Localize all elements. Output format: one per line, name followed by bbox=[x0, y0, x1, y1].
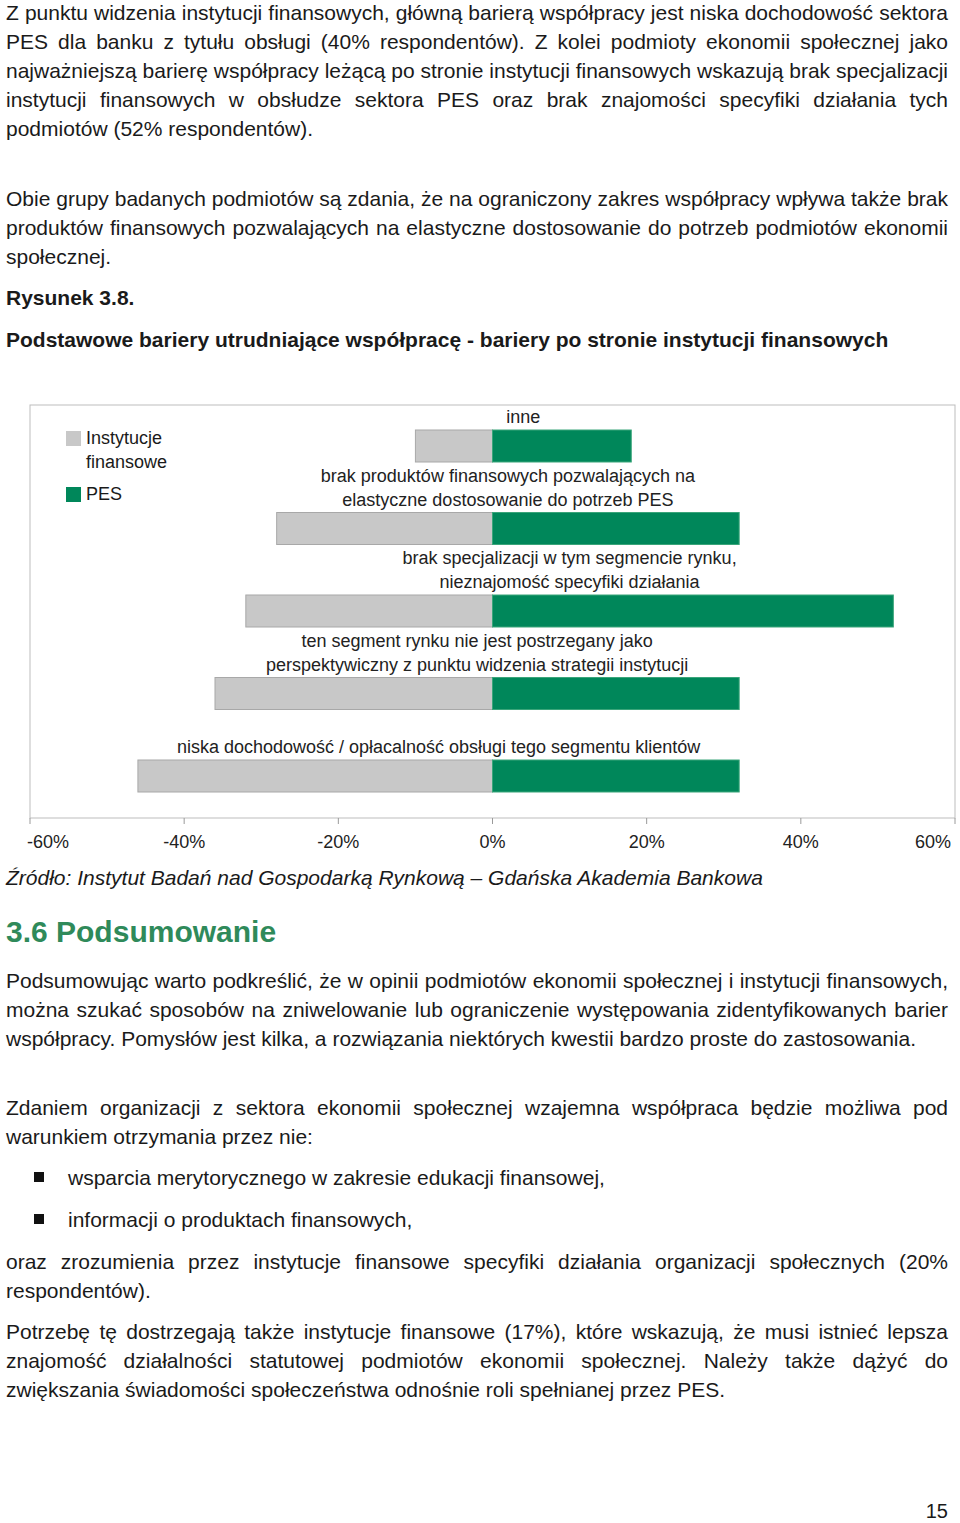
bar bbox=[246, 595, 493, 627]
bar bbox=[493, 760, 740, 792]
bar bbox=[493, 430, 632, 462]
bar bbox=[138, 760, 493, 792]
bar bbox=[415, 430, 492, 462]
paragraph: Z punktu widzenia instytucji finansowych… bbox=[6, 0, 948, 143]
legend: Instytucje finansowe PES bbox=[66, 426, 186, 514]
paragraph: Podsumowując warto podkreślić, że w opin… bbox=[6, 966, 948, 1053]
figure-source: Źródło: Instytut Badań nad Gospodarką Ry… bbox=[6, 863, 948, 892]
bar bbox=[493, 513, 740, 545]
tick-mark bbox=[184, 818, 185, 824]
legend-entry: Instytucje finansowe bbox=[66, 426, 186, 474]
paragraph: oraz zrozumienia przez instytucje finans… bbox=[6, 1247, 948, 1305]
tick-mark bbox=[646, 818, 647, 824]
tick-mark bbox=[30, 818, 31, 824]
plot-frame bbox=[30, 405, 955, 818]
tick-mark bbox=[338, 818, 339, 824]
category-label: ten segment rynku nie jest postrzegany j… bbox=[266, 631, 688, 675]
bar bbox=[493, 595, 894, 627]
tick-label: 20% bbox=[629, 832, 665, 852]
legend-label: Instytucje finansowe bbox=[86, 428, 167, 472]
tick-mark bbox=[955, 818, 956, 824]
bullet-marker bbox=[34, 1214, 44, 1224]
tick-mark bbox=[492, 818, 493, 824]
legend-label: PES bbox=[86, 484, 122, 504]
bullet-text: informacji o produktach finansowych, bbox=[68, 1205, 412, 1234]
section-heading: 3.6 Podsumowanie bbox=[6, 914, 948, 950]
category-label: inne bbox=[506, 407, 540, 427]
tick-label: 0% bbox=[479, 832, 505, 852]
tick-mark bbox=[800, 818, 801, 824]
figure-title: Podstawowe bariery utrudniające współpra… bbox=[6, 325, 948, 354]
bar bbox=[277, 513, 493, 545]
legend-swatch bbox=[66, 431, 81, 446]
legend-swatch bbox=[66, 487, 81, 502]
page-number: 15 bbox=[926, 1500, 948, 1523]
category-label: niska dochodowość / opłacalność obsługi … bbox=[177, 737, 701, 757]
bar bbox=[215, 678, 493, 710]
category-label: brak produktów finansowych pozwalających… bbox=[321, 466, 696, 510]
bullet-marker bbox=[34, 1172, 44, 1182]
paragraph: Zdaniem organizacji z sektora ekonomii s… bbox=[6, 1093, 948, 1151]
tick-label: -40% bbox=[163, 832, 205, 852]
figure-label: Rysunek 3.8. bbox=[6, 283, 948, 312]
bars bbox=[138, 430, 893, 792]
tick-label: 40% bbox=[783, 832, 819, 852]
tick-label: -60% bbox=[27, 832, 69, 852]
paragraph: Potrzebę tę dostrzegają także instytucje… bbox=[6, 1317, 948, 1404]
bullet-text: wsparcia merytorycznego w zakresie eduka… bbox=[68, 1163, 605, 1192]
paragraph: Obie grupy badanych podmiotów są zdania,… bbox=[6, 184, 948, 271]
tick-label: 60% bbox=[915, 832, 951, 852]
bar bbox=[493, 678, 740, 710]
legend-entry: PES bbox=[66, 482, 186, 506]
tick-label: -20% bbox=[317, 832, 359, 852]
category-label: brak specjalizacji w tym segmencie rynku… bbox=[403, 548, 737, 592]
